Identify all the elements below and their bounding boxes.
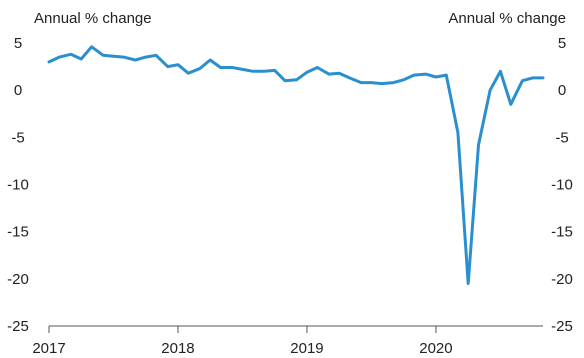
y-tick-label-right: 5	[558, 35, 566, 52]
y-tick-label-left: 0	[14, 82, 22, 99]
y-tick-label-right: -20	[551, 271, 573, 288]
y-tick-label-left: 5	[14, 35, 22, 52]
left-y-axis: 5 0 -5 -10 -15 -20 -25	[7, 35, 29, 335]
y-tick-label-left: -10	[7, 177, 29, 194]
x-tick-label: 2017	[32, 340, 65, 357]
series-group	[47, 45, 545, 285]
y-tick-label-right: -15	[551, 224, 573, 241]
y-tick-label-left: -25	[7, 318, 29, 335]
left-axis-title: Annual % change	[34, 10, 152, 27]
x-tick-label: 2018	[161, 340, 194, 357]
y-tick-label-left: -20	[7, 271, 29, 288]
right-y-axis: 5 0 -5 -10 -15 -20 -25	[551, 35, 573, 335]
y-tick-label-right: -25	[551, 318, 573, 335]
x-tick-label: 2019	[290, 340, 323, 357]
y-tick-label-right: 0	[558, 82, 566, 99]
y-tick-label-left: -5	[11, 129, 24, 146]
x-tick-label: 2020	[419, 340, 452, 357]
series-line	[47, 45, 545, 285]
right-axis-title: Annual % change	[448, 10, 566, 27]
y-tick-label-left: -15	[7, 224, 29, 241]
x-axis: 2017 2018 2019 2020	[32, 326, 453, 357]
y-tick-label-right: -5	[555, 129, 568, 146]
y-tick-label-right: -10	[551, 177, 573, 194]
